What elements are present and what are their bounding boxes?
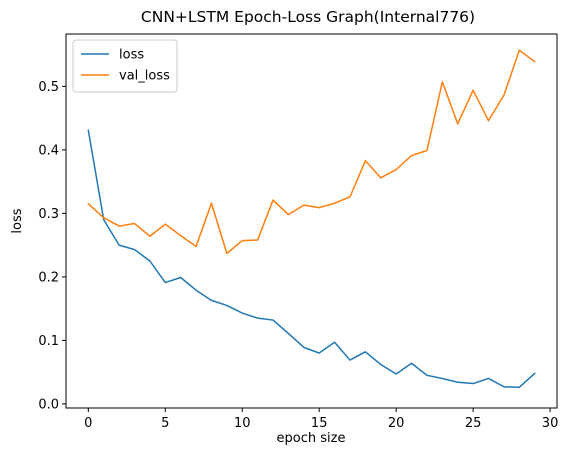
x-axis-label: epoch size: [277, 431, 346, 446]
legend-label: loss: [119, 48, 144, 63]
x-tick-label: 5: [161, 416, 169, 431]
y-tick-label: 0.2: [38, 270, 59, 285]
axes-layer: 0 5 10 15 20 25 30 0.0 0.1 0.2 0.3 0.4 0.5: [38, 80, 558, 431]
legend-label: val_loss: [119, 69, 170, 84]
chart-title: CNN+LSTM Epoch-Loss Graph(Internal776): [141, 8, 475, 26]
y-tick-label: 0.5: [38, 80, 59, 95]
x-tick-label: 30: [542, 416, 559, 431]
y-tick-label: 0.0: [38, 397, 59, 412]
x-tick-label: 20: [388, 416, 405, 431]
y-axis-label: loss: [10, 208, 25, 233]
series-line-val-loss: [87, 49, 536, 255]
y-tick-label: 0.1: [38, 334, 59, 349]
plot-area: [66, 34, 557, 408]
y-tick-label: 0.3: [38, 207, 59, 222]
x-tick-label: 0: [84, 416, 92, 431]
x-tick-label: 25: [465, 416, 482, 431]
series-line-loss: [87, 129, 536, 389]
series-layer: [87, 49, 536, 389]
legend: loss val_loss: [72, 39, 178, 93]
x-tick-label: 10: [234, 416, 251, 431]
x-tick-label: 15: [311, 416, 328, 431]
plot-frame: [65, 33, 558, 409]
legend-box: [72, 39, 178, 93]
y-tick-label: 0.4: [38, 143, 59, 158]
